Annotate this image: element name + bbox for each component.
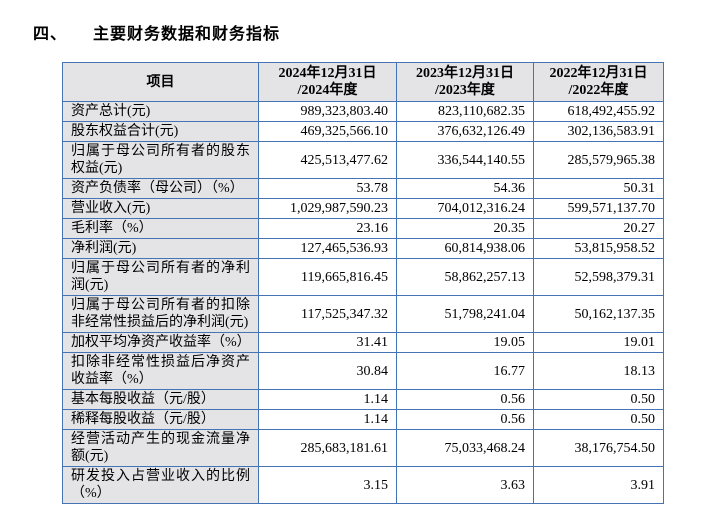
row-value: 75,033,468.24: [396, 429, 534, 467]
row-value: 285,683,181.61: [258, 429, 397, 467]
table-row: 净利润(元) 127,465,536.93 60,814,938.06 53,8…: [62, 238, 664, 259]
row-value: 599,571,137.70: [533, 198, 664, 219]
table-body: 资产总计(元) 989,323,803.40 823,110,682.35 61…: [62, 101, 664, 504]
row-value: 425,513,477.62: [258, 141, 397, 179]
row-value: 336,544,140.55: [396, 141, 534, 179]
row-value: 117,525,347.32: [258, 295, 397, 333]
row-value: 50,162,137.35: [533, 295, 664, 333]
row-value: 0.56: [396, 409, 534, 430]
item-column-header: 项目: [62, 62, 259, 102]
row-value: 20.27: [533, 218, 664, 239]
table-row: 归属于母公司所有者的净利润(元) 119,665,816.45 58,862,2…: [62, 258, 664, 296]
row-value: 0.56: [396, 389, 534, 410]
table-row: 股东权益合计(元) 469,325,566.10 376,632,126.49 …: [62, 121, 664, 142]
row-value: 16.77: [396, 352, 534, 390]
section-number: 四、: [33, 26, 68, 43]
row-value: 58,862,257.13: [396, 258, 534, 296]
column-header-2024: 2024年12月31日 /2024年度: [258, 62, 397, 102]
table-row: 扣除非经常性损益后净资产收益率（%） 30.84 16.77 18.13: [62, 352, 664, 390]
row-label: 营业收入(元): [62, 198, 259, 219]
row-label: 资产负债率（母公司）（%）: [62, 178, 259, 199]
row-label: 归属于母公司所有者的扣除非经常性损益后的净利润(元): [62, 295, 259, 333]
row-label: 股东权益合计(元): [62, 121, 259, 142]
row-value: 0.50: [533, 389, 664, 410]
row-value: 3.91: [533, 466, 664, 504]
row-value: 31.41: [258, 332, 397, 353]
row-label: 稀释每股收益（元/股）: [62, 409, 259, 430]
row-value: 285,579,965.38: [533, 141, 664, 179]
row-label: 研发投入占营业收入的比例（%）: [62, 466, 259, 504]
row-label: 基本每股收益（元/股）: [62, 389, 259, 410]
row-value: 50.31: [533, 178, 664, 199]
row-label: 资产总计(元): [62, 101, 259, 122]
row-label: 归属于母公司所有者的股东权益(元): [62, 141, 259, 179]
table-row: 稀释每股收益（元/股） 1.14 0.56 0.50: [62, 409, 664, 430]
row-label: 归属于母公司所有者的净利润(元): [62, 258, 259, 296]
column-header-2024-date: 2024年12月31日: [278, 66, 377, 81]
column-header-2022-date: 2022年12月31日: [549, 66, 648, 81]
row-value: 3.63: [396, 466, 534, 504]
row-label: 净利润(元): [62, 238, 259, 259]
row-label: 加权平均净资产收益率（%）: [62, 332, 259, 353]
row-value: 1.14: [258, 389, 397, 410]
row-value: 823,110,682.35: [396, 101, 534, 122]
row-value: 0.50: [533, 409, 664, 430]
column-header-2023-year: /2023年度: [435, 83, 495, 98]
column-header-2022-year: /2022年度: [568, 83, 629, 98]
row-value: 989,323,803.40: [258, 101, 397, 122]
row-label: 经营活动产生的现金流量净额(元): [62, 429, 259, 467]
row-label: 扣除非经常性损益后净资产收益率（%）: [62, 352, 259, 390]
table-row: 毛利率（%） 23.16 20.35 20.27: [62, 218, 664, 239]
column-header-2022: 2022年12月31日 /2022年度: [533, 62, 664, 102]
table-row: 资产负债率（母公司）（%） 53.78 54.36 50.31: [62, 178, 664, 199]
row-value: 38,176,754.50: [533, 429, 664, 467]
row-value: 376,632,126.49: [396, 121, 534, 142]
row-value: 51,798,241.04: [396, 295, 534, 333]
table-row: 归属于母公司所有者的股东权益(元) 425,513,477.62 336,544…: [62, 141, 664, 179]
row-value: 20.35: [396, 218, 534, 239]
row-value: 53,815,958.52: [533, 238, 664, 259]
column-header-2023: 2023年12月31日 /2023年度: [396, 62, 534, 102]
column-header-2024-year: /2024年度: [297, 83, 358, 98]
table-row: 资产总计(元) 989,323,803.40 823,110,682.35 61…: [62, 101, 664, 122]
header-row: 项目 2024年12月31日 /2024年度 2023年12月31日 /2023…: [62, 62, 664, 102]
row-value: 302,136,583.91: [533, 121, 664, 142]
row-value: 119,665,816.45: [258, 258, 397, 296]
row-value: 23.16: [258, 218, 397, 239]
row-value: 30.84: [258, 352, 397, 390]
column-header-2023-date: 2023年12月31日: [416, 66, 514, 81]
table-row: 研发投入占营业收入的比例（%） 3.15 3.63 3.91: [62, 466, 664, 504]
row-value: 1.14: [258, 409, 397, 430]
row-value: 618,492,455.92: [533, 101, 664, 122]
row-value: 469,325,566.10: [258, 121, 397, 142]
row-value: 19.01: [533, 332, 664, 353]
row-value: 53.78: [258, 178, 397, 199]
row-value: 18.13: [533, 352, 664, 390]
financial-table: 项目 2024年12月31日 /2024年度 2023年12月31日 /2023…: [62, 62, 664, 504]
row-value: 54.36: [396, 178, 534, 199]
section-title: 四、 主要财务数据和财务指标: [33, 20, 280, 44]
table-row: 基本每股收益（元/股） 1.14 0.56 0.50: [62, 389, 664, 410]
row-value: 19.05: [396, 332, 534, 353]
table-header: 项目 2024年12月31日 /2024年度 2023年12月31日 /2023…: [62, 62, 664, 102]
row-value: 3.15: [258, 466, 397, 504]
section-title-text: 主要财务数据和财务指标: [93, 26, 281, 43]
table-row: 经营活动产生的现金流量净额(元) 285,683,181.61 75,033,4…: [62, 429, 664, 467]
table-row: 归属于母公司所有者的扣除非经常性损益后的净利润(元) 117,525,347.3…: [62, 295, 664, 333]
row-value: 1,029,987,590.23: [258, 198, 397, 219]
row-value: 127,465,536.93: [258, 238, 397, 259]
row-value: 52,598,379.31: [533, 258, 664, 296]
row-value: 704,012,316.24: [396, 198, 534, 219]
row-value: 60,814,938.06: [396, 238, 534, 259]
row-label: 毛利率（%）: [62, 218, 259, 239]
table-row: 营业收入(元) 1,029,987,590.23 704,012,316.24 …: [62, 198, 664, 219]
table-row: 加权平均净资产收益率（%） 31.41 19.05 19.01: [62, 332, 664, 353]
